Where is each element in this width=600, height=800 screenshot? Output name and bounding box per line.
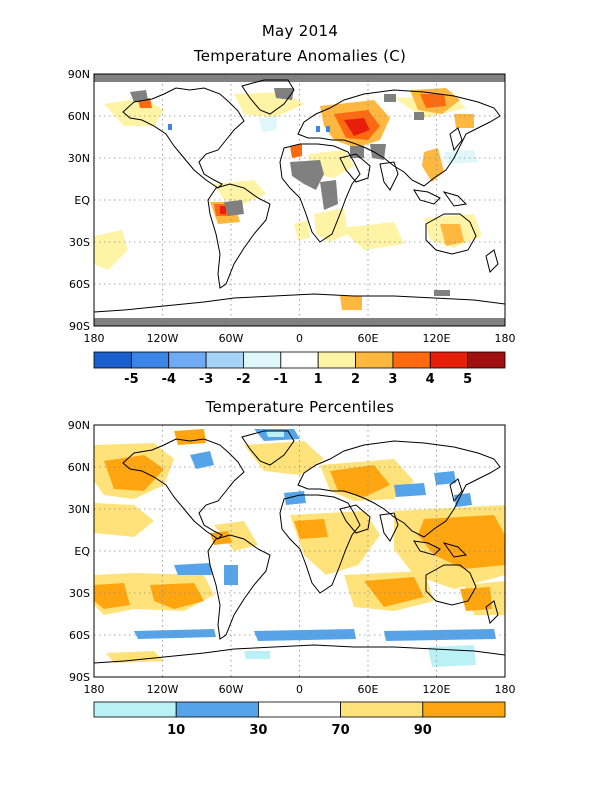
percentile-colorbar-labels: 10 30 70 90	[167, 723, 432, 738]
colorbar-label: -2	[236, 372, 250, 387]
lat-label: 60S	[69, 278, 90, 291]
anomaly-colorbar: -5 -4 -3 -2 -1 1 2 3 4 5	[93, 351, 506, 387]
percentile-frame	[93, 424, 506, 678]
colorbar-label: 3	[388, 372, 397, 387]
lon-label: 180	[84, 683, 105, 696]
percentile-shading	[94, 429, 505, 667]
colorbar-swatch	[355, 351, 394, 369]
colorbar-label: -3	[199, 372, 213, 387]
colorbar-swatch	[429, 351, 469, 369]
anomaly-frame	[93, 73, 506, 327]
colorbar-label: 4	[426, 372, 435, 387]
anomaly-lon-labels: 180 120W 60W 0 60E 120E 180	[84, 332, 516, 345]
colorbar-label: 2	[351, 372, 360, 387]
colorbar-swatch	[317, 351, 356, 369]
colorbar-swatch	[175, 701, 259, 718]
colorbar-swatch	[467, 351, 506, 369]
lon-label: 120W	[147, 332, 179, 345]
percentile-map-title: Temperature Percentiles	[205, 398, 395, 416]
colorbar-label: 70	[332, 723, 350, 738]
lon-label: 60E	[358, 683, 379, 696]
lat-label: 30S	[69, 587, 90, 600]
lat-label: EQ	[74, 545, 90, 558]
colorbar-swatch	[93, 701, 177, 718]
colorbar-swatch	[93, 351, 132, 369]
percentile-lon-labels: 180 120W 60W 0 60E 120E 180	[84, 683, 516, 696]
percentile-map: 90N 60N 30N EQ 30S 60S 90S 180 120W 60W …	[68, 419, 516, 696]
colorbar-label: -5	[124, 372, 138, 387]
lon-label: 60W	[219, 332, 244, 345]
colorbar-swatch	[257, 701, 341, 718]
lat-label: 90S	[69, 320, 90, 333]
anomaly-colorbar-labels: -5 -4 -3 -2 -1 1 2 3 4 5	[124, 372, 472, 387]
percentile-colorbar: 10 30 70 90	[93, 701, 506, 738]
lat-label: 60N	[68, 461, 90, 474]
colorbar-label: -1	[274, 372, 288, 387]
lon-label: 180	[495, 332, 516, 345]
percentile-gridlines	[94, 425, 505, 677]
colorbar-label: 1	[314, 372, 323, 387]
lon-label: 60W	[219, 683, 244, 696]
page-title: May 2014	[261, 22, 339, 40]
lat-label: 90N	[68, 68, 90, 81]
colorbar-label: -4	[162, 372, 176, 387]
colorbar-swatch	[392, 351, 431, 369]
lon-label: 120W	[147, 683, 179, 696]
lon-label: 120E	[423, 332, 451, 345]
colorbar-label: 10	[167, 723, 185, 738]
lat-label: 30N	[68, 503, 90, 516]
lon-label: 180	[495, 683, 516, 696]
lon-label: 0	[296, 683, 303, 696]
lat-label: 90S	[69, 671, 90, 684]
anomaly-shading	[94, 74, 505, 326]
colorbar-label: 5	[463, 372, 472, 387]
lon-label: 60E	[358, 332, 379, 345]
colorbar-swatch	[205, 351, 244, 369]
lon-label: 120E	[423, 683, 451, 696]
colorbar-swatch	[340, 701, 424, 718]
colorbar-swatch	[130, 351, 170, 369]
percentile-lat-labels: 90N 60N 30N EQ 30S 60S 90S	[68, 419, 91, 684]
colorbar-label: 30	[249, 723, 267, 738]
lat-label: 90N	[68, 419, 90, 432]
lon-label: 0	[296, 332, 303, 345]
anomaly-map: 90N 60N 30N EQ 30S 60S 90S 180 120W 60W …	[68, 68, 516, 345]
lat-label: 30S	[69, 236, 90, 249]
lat-label: 60N	[68, 110, 90, 123]
anomaly-map-title: Temperature Anomalies (C)	[193, 47, 407, 65]
colorbar-swatch	[243, 351, 282, 369]
colorbar-label: 90	[414, 723, 432, 738]
lat-label: 30N	[68, 152, 90, 165]
lon-label: 180	[84, 332, 105, 345]
anomaly-gridlines	[94, 74, 505, 326]
colorbar-swatch	[422, 701, 506, 718]
lat-label: 60S	[69, 629, 90, 642]
anomaly-lat-labels: 90N 60N 30N EQ 30S 60S 90S	[68, 68, 91, 333]
colorbar-swatch	[280, 351, 319, 369]
lat-label: EQ	[74, 194, 90, 207]
colorbar-swatch	[168, 351, 207, 369]
